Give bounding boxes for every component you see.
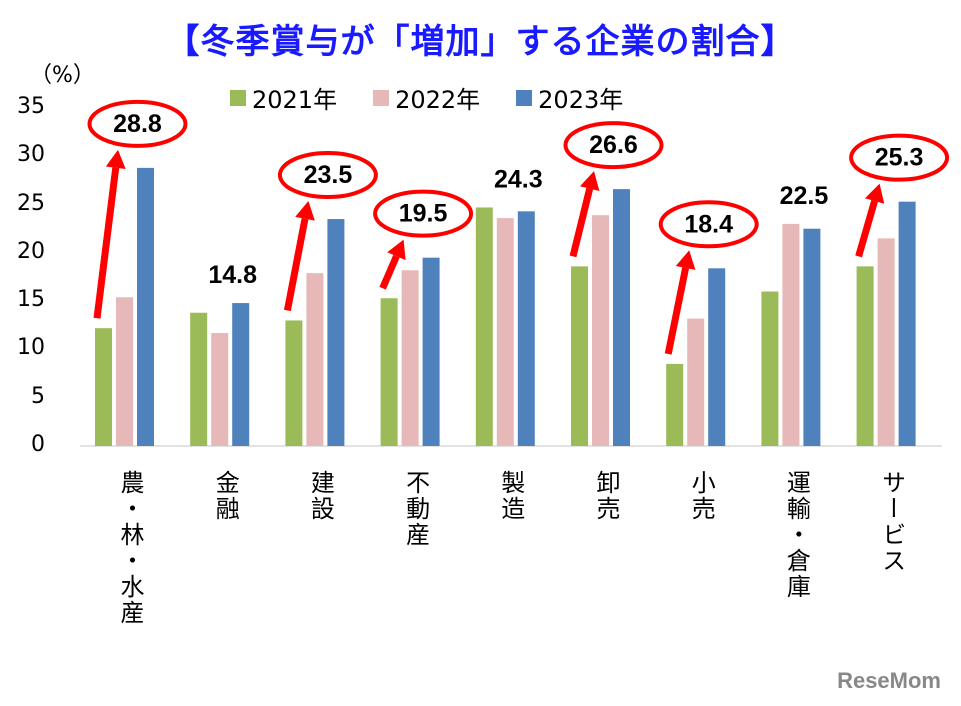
bar-2021 bbox=[666, 363, 684, 446]
legend-swatch-2023 bbox=[516, 89, 533, 106]
arrow-head-icon bbox=[675, 250, 696, 270]
y-tick-label: 5 bbox=[31, 383, 45, 409]
increase-arrow bbox=[283, 218, 309, 312]
data-label-2023: 23.5 bbox=[304, 161, 353, 189]
arrow-head-icon bbox=[579, 171, 600, 191]
y-tick-label: 10 bbox=[17, 335, 45, 361]
data-label-2023: 24.3 bbox=[494, 165, 543, 193]
bar-2022 bbox=[592, 215, 609, 446]
bar-2023 bbox=[708, 268, 726, 446]
bar-2021 bbox=[761, 291, 779, 446]
x-axis-category-label: 小売 bbox=[687, 470, 716, 522]
highlight-circle bbox=[658, 200, 759, 249]
x-axis-category-label: サービス bbox=[877, 470, 906, 574]
bar-2022 bbox=[687, 318, 705, 446]
y-tick-label: 20 bbox=[17, 238, 45, 264]
bar-2021 bbox=[856, 266, 874, 446]
bar-2021 bbox=[95, 328, 112, 446]
increase-arrow bbox=[379, 254, 400, 290]
highlight-circle bbox=[563, 121, 664, 170]
bar-2022 bbox=[211, 333, 229, 446]
x-axis-category-label: 運輸・倉庫 bbox=[782, 470, 811, 600]
bar-2022 bbox=[116, 297, 133, 446]
data-label-2023: 18.4 bbox=[684, 210, 733, 238]
bar-2021 bbox=[285, 320, 303, 446]
y-tick-label: 35 bbox=[17, 94, 45, 119]
arrow-head-icon bbox=[295, 201, 315, 221]
x-axis-category-label: 不動産 bbox=[401, 470, 430, 548]
legend-item-2021: 2021年 bbox=[230, 80, 337, 115]
y-tick-label: 30 bbox=[17, 142, 45, 168]
data-label-2023: 28.8 bbox=[113, 110, 162, 138]
bar-2023 bbox=[422, 257, 440, 446]
bar-2021 bbox=[380, 298, 398, 446]
bar-2022 bbox=[782, 223, 800, 446]
bar-2023 bbox=[898, 201, 916, 446]
bar-2022 bbox=[496, 218, 514, 446]
x-axis-category-label: 卸売 bbox=[592, 470, 620, 522]
legend: 2021年 2022年 2023年 bbox=[230, 80, 623, 115]
legend-label-2023: 2023年 bbox=[538, 86, 624, 114]
arrow-head-icon bbox=[864, 183, 885, 204]
bar-2023 bbox=[803, 228, 821, 446]
highlight-circle bbox=[849, 133, 950, 182]
bar-2021 bbox=[475, 207, 493, 446]
y-tick-label: 25 bbox=[17, 190, 45, 216]
bar-2023 bbox=[327, 219, 345, 446]
x-axis-category-label: 製造 bbox=[496, 470, 525, 522]
bar-2023 bbox=[517, 211, 535, 446]
y-tick-label: 15 bbox=[17, 287, 45, 313]
bar-2021 bbox=[571, 266, 588, 446]
increase-arrow bbox=[93, 167, 120, 319]
legend-swatch-2021 bbox=[230, 89, 246, 106]
legend-label-2022: 2022年 bbox=[395, 86, 481, 114]
x-axis-category-label: 金融 bbox=[211, 470, 240, 522]
bar-2022 bbox=[306, 273, 324, 446]
arrow-head-icon bbox=[105, 149, 126, 169]
y-axis-unit: （%） bbox=[30, 63, 95, 88]
x-axis-category-label: 建設 bbox=[306, 470, 335, 522]
data-label-2023: 26.6 bbox=[589, 131, 638, 159]
data-label-2023: 19.5 bbox=[399, 200, 448, 228]
highlight-circle bbox=[87, 99, 188, 148]
highlight-circle bbox=[277, 151, 378, 200]
bar-2023 bbox=[232, 303, 250, 446]
increase-arrow bbox=[569, 187, 594, 258]
watermark-logo: ReseMom bbox=[837, 668, 941, 693]
data-label-2023: 14.8 bbox=[208, 261, 257, 289]
bar-2023 bbox=[613, 189, 630, 446]
increase-arrow bbox=[664, 267, 690, 355]
highlight-circle bbox=[373, 189, 474, 238]
x-axis-category-label: 農・林・水産 bbox=[116, 470, 144, 626]
arrow-head-icon bbox=[387, 239, 406, 261]
data-label-2023: 22.5 bbox=[780, 182, 829, 210]
bar-2021 bbox=[190, 312, 208, 446]
bar-2022 bbox=[877, 238, 895, 446]
y-tick-label: 0 bbox=[31, 432, 45, 457]
legend-swatch-2022 bbox=[373, 89, 390, 106]
increase-arrow bbox=[855, 199, 878, 258]
bar-2023 bbox=[137, 167, 154, 447]
bar-2022 bbox=[401, 270, 419, 446]
chart-title: 【冬季賞与が「増加」する企業の割合】 bbox=[165, 22, 796, 62]
legend-label-2021: 2021年 bbox=[252, 86, 338, 114]
legend-item-2022: 2022年 bbox=[373, 80, 480, 115]
legend-item-2023: 2023年 bbox=[516, 80, 623, 115]
data-label-2023: 25.3 bbox=[875, 144, 924, 172]
